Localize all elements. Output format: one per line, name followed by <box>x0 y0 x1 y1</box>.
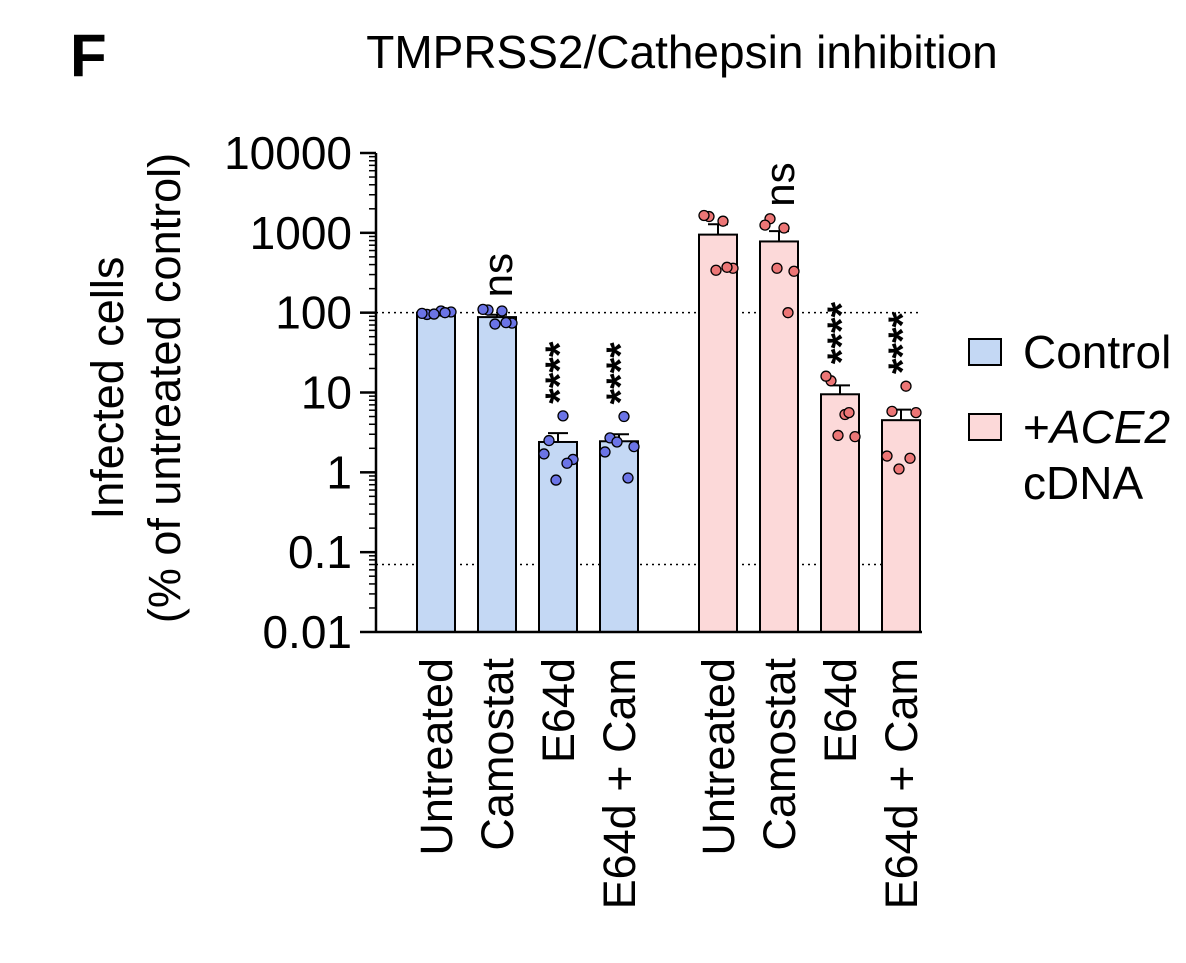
data-point <box>778 222 790 234</box>
x-tick-label: Camostat <box>472 658 523 851</box>
data-point <box>771 262 783 274</box>
data-point <box>561 457 573 469</box>
x-tick-label: Untreated <box>411 658 462 856</box>
data-point <box>849 430 861 443</box>
significance-layer: ns **** **** ns **** **** <box>474 162 925 404</box>
data-point <box>538 448 550 460</box>
y-tick-label: 1 <box>326 446 352 498</box>
data-point <box>759 219 771 231</box>
data-point <box>843 406 855 419</box>
data-point <box>550 474 562 486</box>
legend-swatch <box>968 413 1002 441</box>
data-point <box>599 446 611 458</box>
data-point <box>543 434 555 447</box>
data-point <box>618 410 630 423</box>
bar <box>416 311 456 633</box>
x-tick-label: E64d + Cam <box>876 658 927 909</box>
data-point <box>721 261 733 273</box>
data-point <box>832 429 844 442</box>
data-point <box>489 318 501 330</box>
data-point <box>904 452 916 464</box>
y-tick-label: 100 <box>275 287 352 339</box>
y-axis-label-line2: (% of untreated control) <box>139 153 190 623</box>
data-point <box>788 265 800 277</box>
legend-label-line2: cDNA <box>1023 457 1143 509</box>
data-point <box>622 472 634 484</box>
y-axis-label-line1: Infected cells <box>82 257 133 520</box>
y-tick-label: 0.01 <box>262 606 352 658</box>
legend-label-italic: ACE2 <box>1047 401 1170 453</box>
panel-letter: F <box>70 22 107 89</box>
data-point <box>628 440 640 453</box>
legend-label: Control <box>1023 326 1171 378</box>
data-point <box>881 450 893 462</box>
bar <box>698 233 738 633</box>
data-point <box>428 308 440 320</box>
data-point <box>710 264 722 276</box>
significance-label: ns <box>756 162 803 206</box>
y-tick-label: 1000 <box>250 207 352 259</box>
points-layer <box>416 209 922 486</box>
data-point <box>820 370 832 382</box>
x-tick-label: E64d <box>533 658 584 763</box>
legend-label: +ACE2 <box>1023 401 1170 453</box>
bar <box>538 440 578 633</box>
y-tick-label: 10 <box>301 367 352 419</box>
significance-label: **** <box>599 342 643 405</box>
significance-label: **** <box>538 341 582 404</box>
x-tick-label: E64d <box>815 658 866 763</box>
x-tick-labels: Untreated Camostat E64d E64d + Cam Untreated… <box>411 658 927 910</box>
bar <box>759 240 799 633</box>
data-point <box>782 307 794 319</box>
legend-label-text: Control <box>1023 326 1171 378</box>
data-point <box>910 406 922 419</box>
axes-layer: 10000 1000 100 10 1 0.1 0.01 <box>224 127 922 658</box>
legend-swatch <box>968 338 1002 366</box>
data-point <box>698 209 710 222</box>
x-tick-label: E64d + Cam <box>594 658 645 909</box>
data-point <box>717 215 729 227</box>
bar <box>820 393 860 634</box>
data-point <box>611 436 623 448</box>
significance-label: **** <box>881 311 925 374</box>
x-tick-label: Camostat <box>754 658 805 851</box>
bar <box>477 316 517 633</box>
data-point <box>500 316 512 329</box>
y-tick-label: 10000 <box>224 127 352 179</box>
legend-label-prefix: + <box>1023 401 1050 453</box>
significance-label: ns <box>474 253 521 297</box>
y-tick-label: 0.1 <box>288 526 352 578</box>
data-point <box>557 410 569 422</box>
data-point <box>439 307 451 319</box>
x-tick-label: Untreated <box>693 658 744 856</box>
data-point <box>900 380 912 392</box>
reference-lines <box>376 311 922 566</box>
data-point <box>496 305 508 317</box>
significance-label: **** <box>820 302 864 365</box>
data-point <box>893 463 905 475</box>
data-point <box>477 303 489 316</box>
bar <box>599 440 639 633</box>
data-point <box>416 307 428 320</box>
data-point <box>886 405 898 418</box>
chart-title: TMPRSS2/Cathepsin inhibition <box>366 26 998 78</box>
